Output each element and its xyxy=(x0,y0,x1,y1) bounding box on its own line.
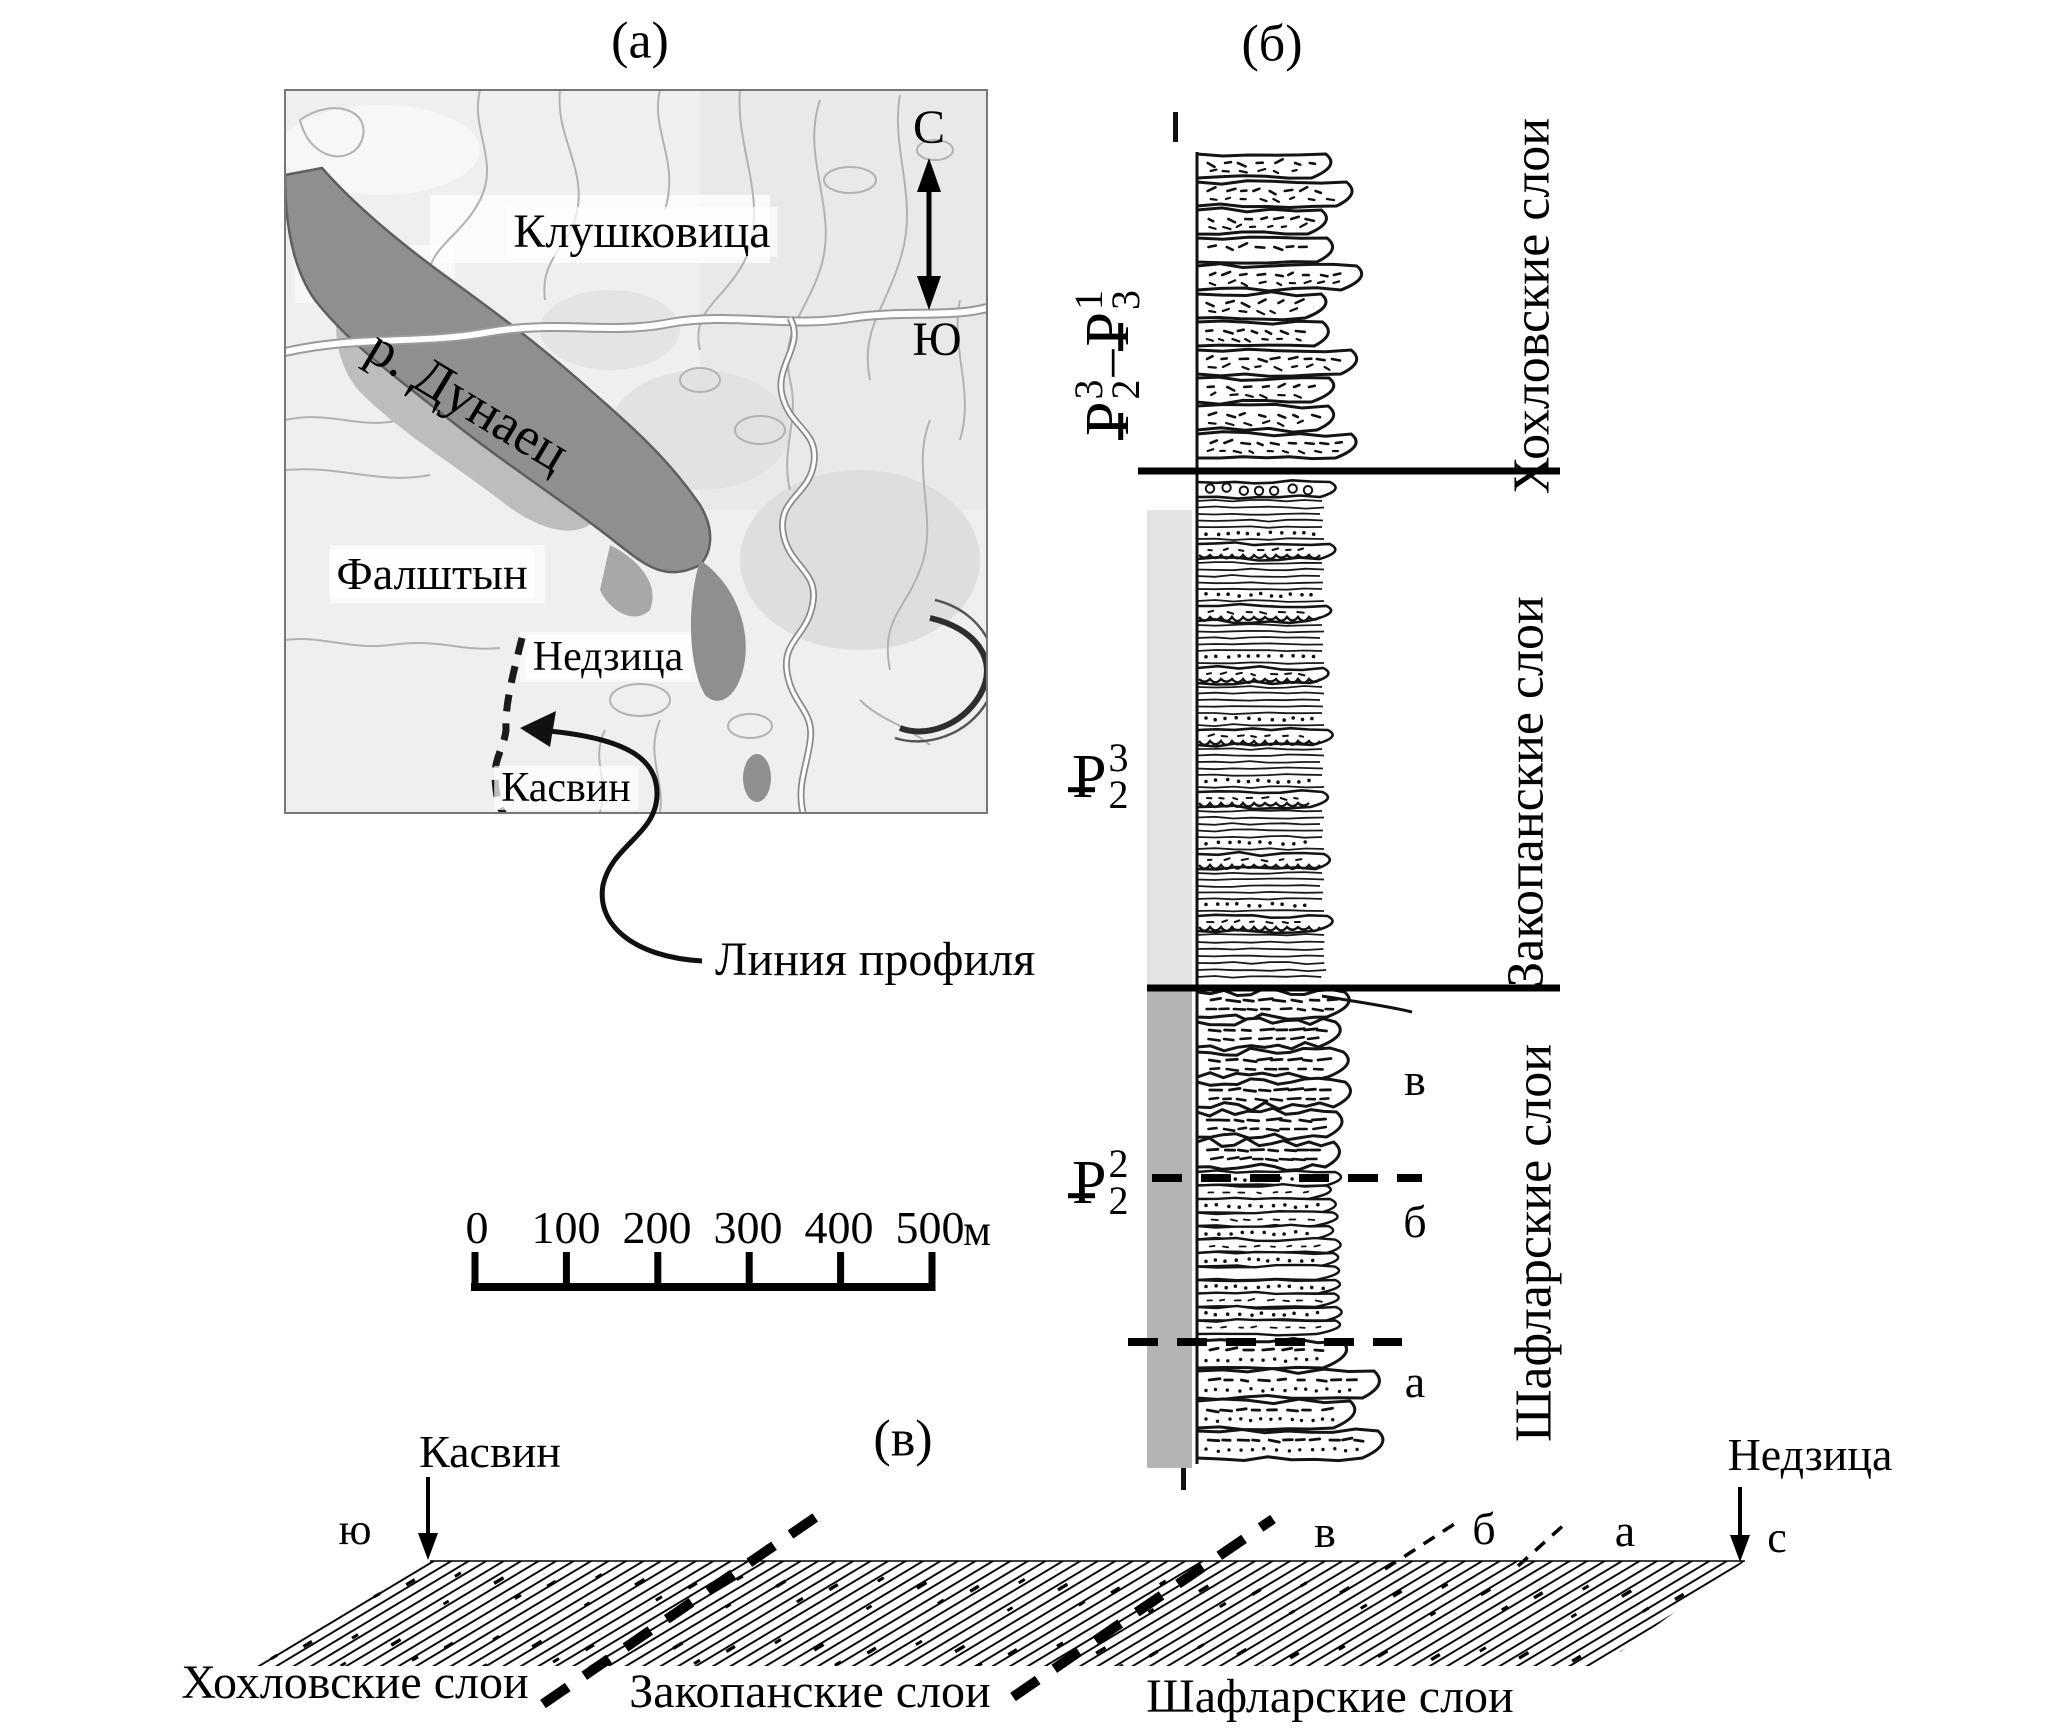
age-sup: 2 xyxy=(1108,1141,1129,1187)
profile-pointer-arrow xyxy=(520,711,703,964)
profile-boundary-khokhlov-zakopane xyxy=(540,1512,819,1709)
road-line xyxy=(285,303,987,357)
zakopane-gray-bar xyxy=(1147,510,1192,985)
scale-tick-300: 300 xyxy=(713,1201,783,1253)
p-strike-bar xyxy=(1067,787,1096,793)
age-sub: 2 xyxy=(1103,379,1148,400)
profile-band xyxy=(245,1560,1745,1666)
meander-river xyxy=(777,316,818,813)
p-strike-bar xyxy=(1118,412,1124,441)
scale-tick-200: 200 xyxy=(622,1201,692,1253)
column-bottom-tick xyxy=(1181,1468,1186,1490)
profile-divider-b-a xyxy=(1516,1521,1568,1568)
profile-dir-north: с xyxy=(1767,1512,1787,1562)
scale-tick-400: 400 xyxy=(804,1201,874,1253)
profile-layer-khokhlov: Хохловские слои xyxy=(181,1655,529,1709)
age-sub: 2 xyxy=(1108,1178,1129,1223)
river-loop xyxy=(894,598,987,743)
scale-tick-100: 100 xyxy=(531,1201,601,1253)
profile-station-kasvin: Касвин xyxy=(419,1425,561,1477)
map-town-klushkovitsa: Клушковица xyxy=(506,206,778,258)
profile-layer-zakopane: Закопанские слои xyxy=(629,1664,991,1718)
map-frame xyxy=(284,89,988,814)
age-dash: – xyxy=(1078,349,1138,377)
north-south-arrow xyxy=(917,158,941,310)
scale-tick-500: 500 xyxy=(895,1201,965,1253)
scale-unit: м xyxy=(963,1205,991,1255)
unit-label-khokhlov: Хохловские слои xyxy=(1503,117,1561,495)
compass-south-label: Ю xyxy=(912,312,962,366)
panel-v-label: (в) xyxy=(873,1410,933,1468)
scale-bar xyxy=(471,1252,936,1291)
paleogene-symbol: P xyxy=(1067,1152,1106,1214)
profile-subunit-b: б xyxy=(1472,1502,1496,1554)
profile-dir-south: ю xyxy=(338,1504,372,1554)
profile-subunit-v: в xyxy=(1314,1505,1336,1557)
map-town-falshtyn: Фалштын xyxy=(329,549,535,599)
column-subunit-v: в xyxy=(1404,1053,1426,1105)
unit-label-shaflary: Шафларские слои xyxy=(1505,1043,1563,1443)
p-strike-bar xyxy=(1118,323,1124,351)
nedzitsa-arrow xyxy=(1730,1487,1750,1562)
age-sup: 3 xyxy=(1108,735,1129,781)
profile-subunit-a: а xyxy=(1614,1504,1636,1556)
boundary-tail-line xyxy=(1321,994,1413,1014)
map-town-nedzitsa: Недзица xyxy=(525,635,691,679)
profile-boundary-zakopane-shaflary xyxy=(1010,1514,1276,1702)
profile-layer-shaflary: Шафларские слои xyxy=(1146,1669,1514,1723)
column-subunit-a: а xyxy=(1404,1355,1426,1407)
paleogene-symbol: P xyxy=(1067,746,1106,808)
shaflary-gray-bar xyxy=(1147,991,1192,1468)
column-subunit-b: б xyxy=(1403,1195,1427,1247)
kasvin-arrow xyxy=(418,1477,438,1560)
compass-north-label: С xyxy=(912,100,946,154)
paleogene-symbol: P xyxy=(1074,312,1142,351)
panel-b-label: (б) xyxy=(1241,15,1303,73)
paleogene-symbol: P xyxy=(1074,402,1142,441)
scale-tick-0: 0 xyxy=(465,1201,489,1253)
age-sub: 3 xyxy=(1103,290,1148,311)
panel-a-label: (а) xyxy=(611,12,669,70)
p-strike-bar xyxy=(1067,1193,1096,1199)
map-art xyxy=(285,90,987,813)
profile-station-nedzitsa: Недзица xyxy=(1727,1428,1893,1480)
column-top-tick xyxy=(1173,112,1178,142)
column-drawing xyxy=(1195,152,1385,1464)
map-town-kasvin: Касвин xyxy=(494,766,638,810)
age-sub: 2 xyxy=(1108,772,1129,817)
profile-divider-v-b xyxy=(1384,1519,1460,1571)
unit-label-zakopane: Закопанские слои xyxy=(1497,596,1555,988)
profile-line-caption: Линия профиля xyxy=(715,932,1036,986)
